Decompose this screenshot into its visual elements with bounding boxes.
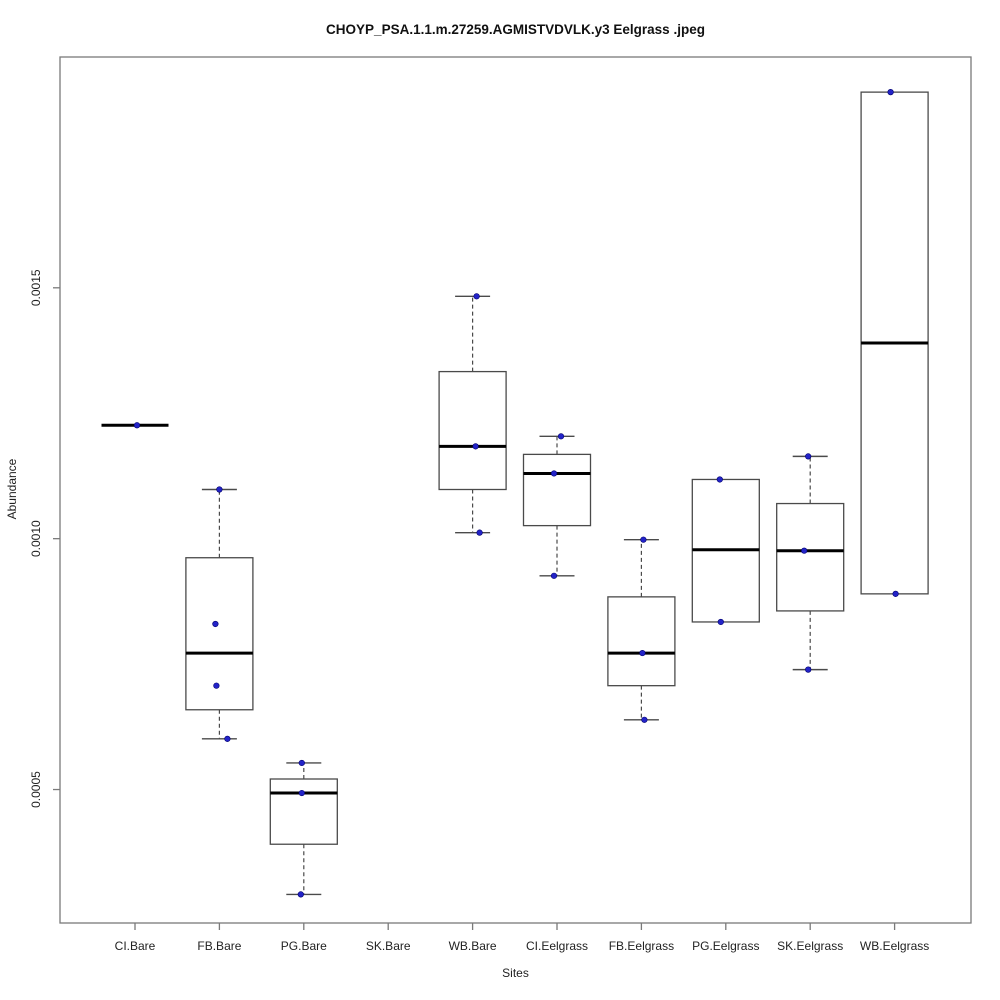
y-tick-label: 0.0010 [29,520,43,557]
iqr-box [607,596,676,687]
x-axis-label: Sites [502,966,529,980]
x-tick-label: WB.Bare [449,939,497,953]
x-tick-label: SK.Eelgrass [777,939,843,953]
iqr-box [185,557,254,711]
data-point [717,618,724,626]
data-point [805,453,812,460]
plot-frame [59,56,972,924]
data-point [297,891,304,898]
x-tick-label: FB.Eelgrass [609,939,674,953]
data-point [472,443,479,450]
x-tick-label: PG.Bare [281,939,327,953]
data-point [801,547,808,554]
data-point [639,649,646,657]
x-tick-label: FB.Bare [197,939,241,953]
x-tick-label: SK.Bare [366,939,411,953]
data-point [224,735,231,742]
data-point [892,590,899,597]
data-point [212,620,219,628]
x-tick-label: PG.Eelgrass [692,939,759,953]
data-point [805,666,812,673]
data-point [557,433,565,440]
iqr-box [522,453,592,527]
data-point [213,682,220,689]
iqr-box [269,778,338,845]
data-point [298,789,305,797]
data-point [476,529,483,536]
x-tick-label: CI.Bare [115,939,156,953]
data-point [133,422,141,429]
data-point [641,716,648,723]
data-point [716,476,723,483]
data-point [550,470,558,477]
chart-title: CHOYP_PSA.1.1.m.27259.AGMISTVDVLK.y3 Eel… [326,22,705,37]
data-point [550,572,558,579]
data-point [640,536,647,543]
y-tick-label: 0.0005 [29,771,43,808]
data-point [473,293,480,300]
iqr-box [776,502,845,612]
x-tick-label: CI.Eelgrass [526,939,588,953]
iqr-box [438,370,507,491]
x-tick-label: WB.Eelgrass [860,939,929,953]
data-point [298,759,305,767]
y-tick-label: 0.0015 [29,269,43,306]
data-point [216,486,223,493]
data-point [887,89,894,96]
